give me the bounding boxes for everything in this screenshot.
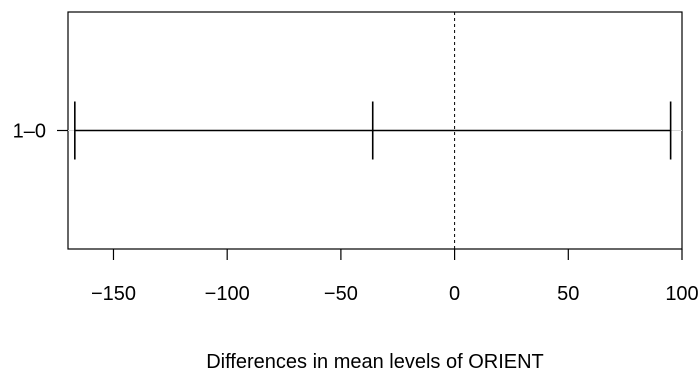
x-tick-label: −50	[324, 283, 358, 305]
x-axis: −150 −100 −50 0 50 100	[91, 249, 699, 305]
x-tick-label: −150	[91, 283, 136, 305]
x-tick-label: 50	[557, 283, 579, 305]
x-tick-label: −100	[205, 283, 250, 305]
interval-label: 1–0	[13, 121, 46, 143]
x-axis-title: Differences in mean levels of ORIENT	[206, 351, 544, 373]
x-tick-label: 100	[665, 283, 698, 305]
interval-layer: 1–0	[13, 101, 672, 160]
x-tick-label: 0	[449, 283, 460, 305]
